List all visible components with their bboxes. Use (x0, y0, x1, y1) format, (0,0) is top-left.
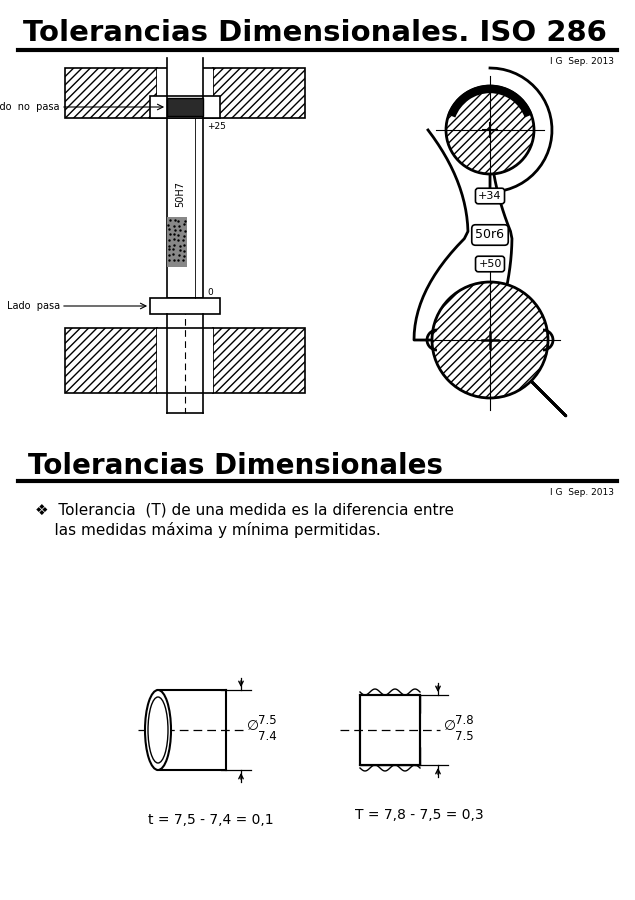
Bar (150, 96, 220, 118)
Bar (65, 68, 157, 118)
Bar (157, 328, 213, 393)
Text: 50H7: 50H7 (176, 181, 185, 207)
Bar (167, 58, 203, 118)
Circle shape (446, 86, 534, 174)
Bar (65, 328, 157, 393)
Ellipse shape (148, 697, 168, 763)
Bar (360, 695, 420, 765)
Text: $\emptyset$: $\emptyset$ (246, 719, 259, 733)
Text: 7.5: 7.5 (455, 731, 474, 743)
Bar (150, 298, 220, 314)
Text: Tolerancias Dimensionales: Tolerancias Dimensionales (28, 452, 443, 480)
Text: las medidas máxima y mínima permitidas.: las medidas máxima y mínima permitidas. (35, 522, 381, 538)
Bar (213, 328, 305, 393)
Text: ❖  Tolerancia  (T) de una medida es la diferencia entre: ❖ Tolerancia (T) de una medida es la dif… (35, 502, 454, 518)
Circle shape (432, 282, 548, 398)
Text: Tolerancias Dimensionales. ISO 286: Tolerancias Dimensionales. ISO 286 (23, 19, 607, 47)
Text: +25: +25 (207, 122, 226, 131)
Bar (167, 217, 187, 267)
Text: 50r6: 50r6 (476, 229, 504, 241)
Text: 0: 0 (207, 288, 213, 297)
Ellipse shape (145, 690, 171, 770)
Text: +34: +34 (478, 191, 502, 201)
Text: Lado  pasa: Lado pasa (7, 301, 60, 311)
Text: I G  Sep. 2013: I G Sep. 2013 (550, 57, 614, 66)
Text: $\emptyset$: $\emptyset$ (443, 719, 456, 733)
Bar (360, 695, 420, 713)
Bar (360, 747, 420, 765)
Bar (213, 68, 305, 118)
Text: Lado  no  pasa: Lado no pasa (0, 102, 60, 112)
Text: 7.8: 7.8 (455, 714, 474, 726)
Text: T = 7,8 - 7,5 = 0,3: T = 7,8 - 7,5 = 0,3 (355, 808, 484, 822)
Text: 7.4: 7.4 (258, 731, 277, 743)
Text: I G  Sep. 2013: I G Sep. 2013 (550, 488, 614, 497)
Text: 7.5: 7.5 (258, 714, 277, 726)
Bar (157, 68, 213, 118)
Text: +50: +50 (478, 259, 502, 269)
Bar (167, 98, 203, 116)
Text: t = 7,5 - 7,4 = 0,1: t = 7,5 - 7,4 = 0,1 (148, 813, 274, 827)
Bar (167, 118, 203, 298)
